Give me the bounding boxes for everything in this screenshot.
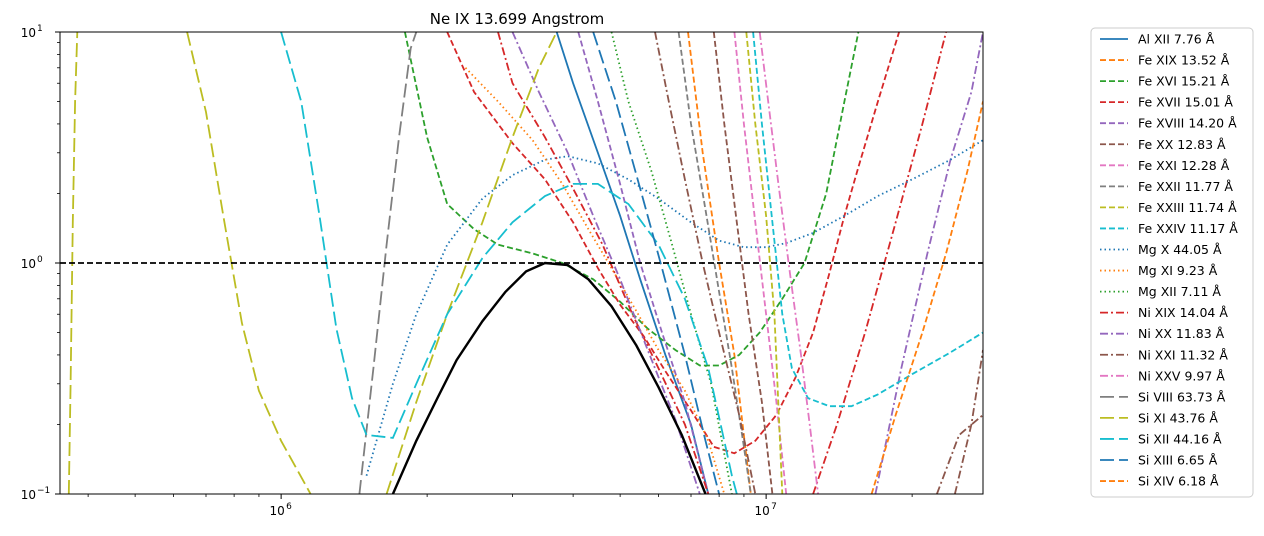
- chart-title: Ne IX 13.699 Angstrom: [430, 10, 605, 28]
- extra-curve-5: [954, 349, 983, 494]
- y-tick-label: 10: [21, 26, 36, 40]
- legend-label-mg-xi-9-23: Mg XI 9.23 Å: [1138, 263, 1218, 278]
- y-tick-label-exponent: 0: [37, 255, 43, 265]
- legend-label-si-xi-43-76: Si XI 43.76 Å: [1138, 410, 1218, 425]
- series-line-fe-xxiv-11-17: [752, 32, 983, 408]
- extra-curve-3: [874, 32, 983, 494]
- legend-label-mg-x-44-05: Mg X 44.05 Å: [1138, 242, 1222, 257]
- series-line-fe-xvii-15-01: [446, 32, 900, 455]
- series-line-fe-xxi-12-28: [733, 32, 788, 494]
- axis-layer: 10 6 10 710 −110 010 1: [21, 24, 913, 518]
- series-line-si-xi-43-76: [385, 32, 558, 494]
- series-line-si-xiv-6-18: [870, 101, 983, 494]
- x-tick-label-exponent: 7: [771, 502, 777, 512]
- legend-label-si-xiv-6-18: Si XIV 6.18 Å: [1138, 474, 1219, 489]
- legend-label-fe-xix-13-52: Fe XIX 13.52 Å: [1138, 53, 1230, 68]
- series-line-fe-xix-13-52: [687, 32, 752, 494]
- y-tick-label-exponent: 1: [37, 24, 43, 34]
- legend-label-si-xii-44-16: Si XII 44.16 Å: [1138, 431, 1222, 446]
- legend-label-si-xiii-6-65: Si XIII 6.65 Å: [1138, 453, 1218, 468]
- x-tick-label-exponent: 6: [286, 502, 292, 512]
- legend-label-fe-xviii-14-20: Fe XVIII 14.20 Å: [1138, 116, 1237, 131]
- series-line-fe-xx-12-83: [712, 32, 774, 494]
- series-line-fe-xxii-11-77: [677, 32, 752, 494]
- legend-label-ni-xxi-11-32: Ni XXI 11.32 Å: [1138, 347, 1228, 362]
- y-tick-label-exponent: −1: [37, 486, 50, 496]
- legend-label-al-xii-7-76: Al XII 7.76 Å: [1138, 32, 1215, 47]
- legend-label-fe-xxiii-11-74: Fe XXIII 11.74 Å: [1138, 200, 1237, 215]
- legend-label-mg-xii-7-11: Mg XII 7.11 Å: [1138, 284, 1221, 299]
- curves-layer: [60, 32, 983, 494]
- series-line-fe-xviii-14-20: [577, 32, 710, 494]
- legend-label-fe-xx-12-83: Fe XX 12.83 Å: [1138, 137, 1226, 152]
- y-tick-label: 10: [21, 488, 36, 502]
- legend-frame: [1090, 27, 1254, 498]
- series-line-ni-xx-11-83: [511, 32, 701, 494]
- series-line-ni-xxv-9-97: [758, 32, 819, 494]
- extra-curve-4: [936, 414, 983, 494]
- legend-label-fe-xvi-15-21: Fe XVI 15.21 Å: [1138, 74, 1230, 89]
- x-tick-label: 10: [754, 504, 769, 518]
- extra-curve-6: [812, 32, 947, 494]
- series-line-fe-xvi-15-21: [404, 32, 860, 367]
- legend-label-ni-xxv-9-97: Ni XXV 9.97 Å: [1138, 368, 1225, 383]
- series-line-si-viii-63-73: [358, 32, 418, 494]
- series-line-mg-xi-9-23: [464, 67, 726, 494]
- legend-label-ni-xx-11-83: Ni XX 11.83 Å: [1138, 326, 1225, 341]
- y-tick-label: 10: [21, 257, 36, 271]
- series-line-mg-x-44-05: [365, 139, 983, 476]
- x-tick-label: 10: [269, 504, 284, 518]
- legend: Al XII 7.76 Å Fe XIX 13.52 Å Fe XVI 15.21 …: [1090, 27, 1254, 498]
- legend-label-ni-xix-14-04: Ni XIX 14.04 Å: [1138, 305, 1228, 320]
- series-line-mg-xii-7-11: [610, 32, 733, 494]
- legend-label-si-viii-63-73: Si VIII 63.73 Å: [1138, 389, 1226, 404]
- series-line-si-xii-44-16: [280, 32, 738, 494]
- extra-curve-2: [186, 32, 312, 494]
- legend-label-fe-xxiv-11-17: Fe XXIV 11.17 Å: [1138, 221, 1238, 236]
- legend-label-fe-xxii-11-77: Fe XXII 11.77 Å: [1138, 179, 1233, 194]
- main-curve: [391, 261, 707, 494]
- extra-curve-1: [67, 32, 79, 494]
- series-line-si-xiii-6-65: [592, 32, 720, 494]
- legend-label-fe-xvii-15-01: Fe XVII 15.01 Å: [1138, 95, 1233, 110]
- legend-label-fe-xxi-12-28: Fe XXI 12.28 Å: [1138, 158, 1230, 173]
- series-line-fe-xxiii-11-74: [745, 32, 784, 494]
